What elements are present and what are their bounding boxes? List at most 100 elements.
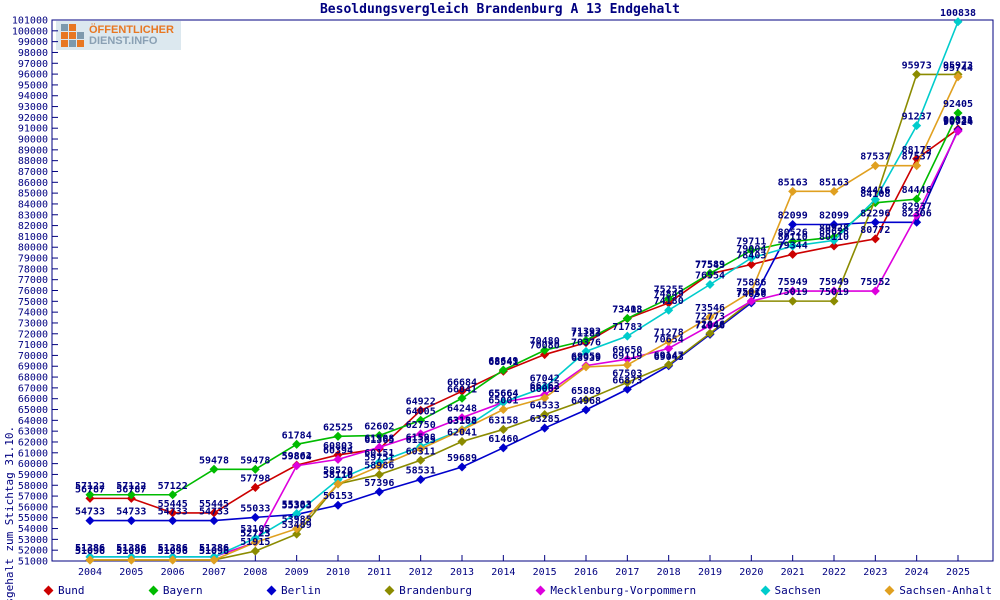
legend-item-Sachsen-Anhalt[interactable]: Sachsen-Anhalt xyxy=(884,584,992,597)
legend-marker-Bund xyxy=(43,585,54,596)
svg-text:2008: 2008 xyxy=(243,567,267,578)
svg-text:56787: 56787 xyxy=(75,484,105,495)
chart-title: Besoldungsvergleich Brandenburg A 13 End… xyxy=(319,2,681,17)
svg-text:57396: 57396 xyxy=(364,478,394,489)
svg-text:80526: 80526 xyxy=(778,228,808,239)
svg-text:83000: 83000 xyxy=(18,210,48,221)
svg-text:51096: 51096 xyxy=(158,546,188,557)
svg-text:62750: 62750 xyxy=(406,420,436,431)
svg-text:2013: 2013 xyxy=(450,567,474,578)
svg-text:54733: 54733 xyxy=(199,507,229,518)
svg-text:75255: 75255 xyxy=(654,285,684,296)
svg-text:51386: 51386 xyxy=(199,543,229,554)
svg-text:53000: 53000 xyxy=(18,535,48,546)
svg-text:51386: 51386 xyxy=(75,543,105,554)
svg-text:95973: 95973 xyxy=(943,60,973,71)
svg-text:2025: 2025 xyxy=(946,567,970,578)
svg-text:60394: 60394 xyxy=(323,445,353,456)
svg-text:95744: 95744 xyxy=(943,63,973,74)
labels-Bayern: 57122 57122 57122 59478 59478 61784 62525 62602… xyxy=(75,99,973,492)
svg-text:71183: 71183 xyxy=(571,329,601,340)
svg-text:52000: 52000 xyxy=(18,546,48,557)
svg-text:85163: 85163 xyxy=(819,177,849,188)
svg-text:69119: 69119 xyxy=(612,351,642,362)
svg-text:2010: 2010 xyxy=(326,567,350,578)
svg-text:69059: 69059 xyxy=(571,352,601,363)
oeffentlicher-dienst-logo[interactable]: ÖFFENTLICHER DIENST.INFO xyxy=(56,21,181,50)
logo-grid-icon xyxy=(61,24,84,47)
svg-text:52723: 52723 xyxy=(240,528,270,539)
svg-text:2004: 2004 xyxy=(78,567,102,578)
svg-text:75886: 75886 xyxy=(736,278,766,289)
svg-text:75952: 75952 xyxy=(860,277,890,288)
svg-text:89000: 89000 xyxy=(18,145,48,156)
svg-text:2018: 2018 xyxy=(657,567,681,578)
svg-text:64533: 64533 xyxy=(530,401,560,412)
svg-text:64248: 64248 xyxy=(447,404,477,415)
svg-text:66062: 66062 xyxy=(530,384,560,395)
svg-text:71278: 71278 xyxy=(654,328,684,339)
svg-text:63108: 63108 xyxy=(447,416,477,427)
svg-text:67503: 67503 xyxy=(612,368,642,379)
svg-text:69147: 69147 xyxy=(654,351,684,362)
svg-text:2015: 2015 xyxy=(533,567,557,578)
legend-item-Mecklenburg-Vorpommern[interactable]: Mecklenburg-Vorpommern xyxy=(535,584,696,597)
svg-text:60000: 60000 xyxy=(18,459,48,470)
legend-label-Sachsen: Sachsen xyxy=(774,584,821,597)
svg-text:56787: 56787 xyxy=(116,484,146,495)
svg-text:95973: 95973 xyxy=(902,60,932,71)
svg-text:68000: 68000 xyxy=(18,373,48,384)
svg-text:61598: 61598 xyxy=(406,432,436,443)
svg-text:84000: 84000 xyxy=(18,199,48,210)
svg-text:91000: 91000 xyxy=(18,124,48,135)
svg-text:76554: 76554 xyxy=(695,271,725,282)
svg-text:80110: 80110 xyxy=(819,232,849,243)
legend-item-Sachsen[interactable]: Sachsen xyxy=(760,584,821,597)
svg-text:80628: 80628 xyxy=(819,226,849,237)
svg-text:2019: 2019 xyxy=(698,567,722,578)
svg-text:75949: 75949 xyxy=(778,277,808,288)
legend-item-Bund[interactable]: Bund xyxy=(43,584,85,597)
svg-text:64000: 64000 xyxy=(18,416,48,427)
svg-text:51000: 51000 xyxy=(18,557,48,568)
svg-text:59478: 59478 xyxy=(199,455,229,466)
svg-text:67042: 67042 xyxy=(530,373,560,384)
svg-text:51096: 51096 xyxy=(116,546,146,557)
svg-text:97000: 97000 xyxy=(18,59,48,70)
legend-label-Bayern: Bayern xyxy=(162,584,203,597)
svg-text:67000: 67000 xyxy=(18,383,48,394)
labels-Bund: 56787 56787 55445 55445 57798 59862 60803 61365… xyxy=(75,115,973,510)
svg-text:60311: 60311 xyxy=(406,446,436,457)
svg-text:64968: 64968 xyxy=(571,396,601,407)
legend-label-Berlin: Berlin xyxy=(281,584,321,597)
svg-text:92405: 92405 xyxy=(943,99,973,110)
svg-text:76000: 76000 xyxy=(18,286,48,297)
legend-item-Brandenburg[interactable]: Brandenburg xyxy=(384,584,472,597)
svg-text:74849: 74849 xyxy=(654,289,684,300)
svg-text:87000: 87000 xyxy=(18,167,48,178)
svg-text:75019: 75019 xyxy=(819,287,849,298)
svg-text:68939: 68939 xyxy=(571,353,601,364)
svg-text:71783: 71783 xyxy=(612,322,642,333)
svg-text:54733: 54733 xyxy=(116,507,146,518)
svg-text:51096: 51096 xyxy=(75,546,105,557)
svg-text:2007: 2007 xyxy=(202,567,226,578)
svg-text:2012: 2012 xyxy=(409,567,433,578)
svg-text:55303: 55303 xyxy=(282,500,312,511)
svg-text:59000: 59000 xyxy=(18,470,48,481)
legend-item-Berlin[interactable]: Berlin xyxy=(266,584,321,597)
svg-text:51386: 51386 xyxy=(116,543,146,554)
svg-text:82937: 82937 xyxy=(902,201,932,212)
svg-text:61784: 61784 xyxy=(282,430,312,441)
svg-text:98000: 98000 xyxy=(18,48,48,59)
svg-text:55445: 55445 xyxy=(158,499,188,510)
svg-text:73546: 73546 xyxy=(695,303,725,314)
svg-text:2009: 2009 xyxy=(285,567,309,578)
svg-text:57798: 57798 xyxy=(240,473,270,484)
svg-text:61508: 61508 xyxy=(364,433,394,444)
svg-text:84416: 84416 xyxy=(860,185,890,196)
legend-item-Bayern[interactable]: Bayern xyxy=(148,584,203,597)
svg-text:58986: 58986 xyxy=(364,461,394,472)
